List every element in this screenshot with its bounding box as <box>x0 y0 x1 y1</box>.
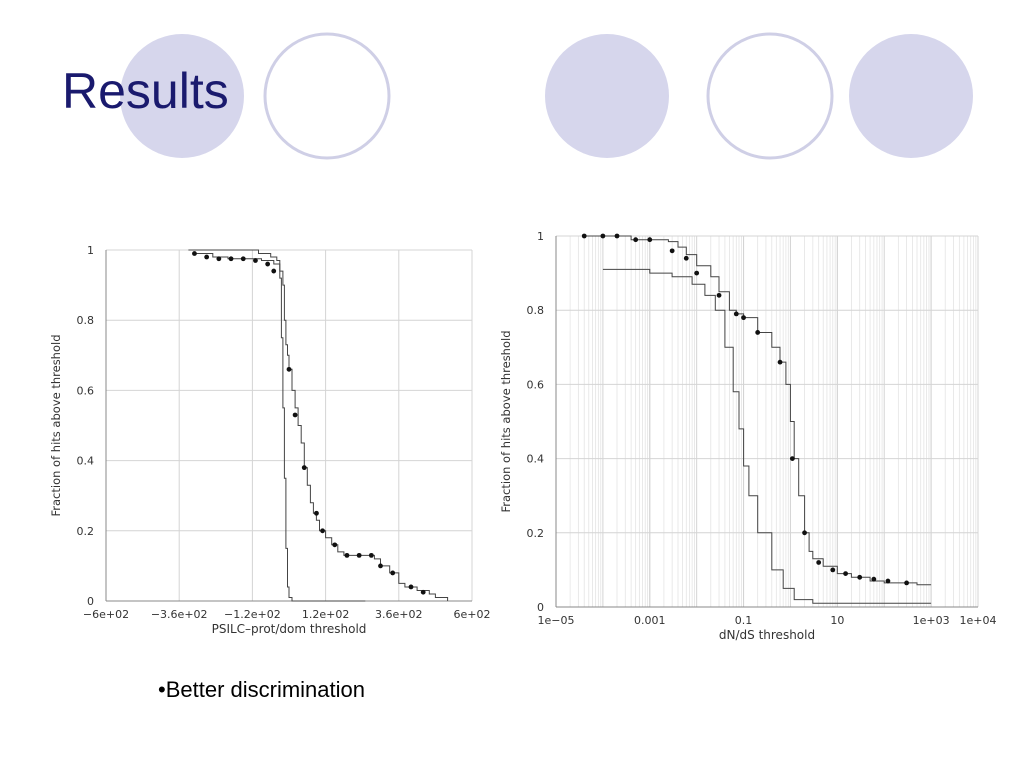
y-tick-label: 0.2 <box>77 525 95 538</box>
plot-area <box>556 236 978 607</box>
series-marker <box>669 248 675 254</box>
y-tick-label: 0.6 <box>77 384 95 397</box>
filled-circle <box>849 34 973 158</box>
y-tick-label: 0.4 <box>527 453 545 466</box>
y-tick-label: 0.2 <box>527 527 545 540</box>
series-marker <box>292 412 298 418</box>
series-marker <box>694 270 700 276</box>
series-marker <box>633 237 639 243</box>
series-line-plain <box>602 268 932 604</box>
series-marker <box>408 584 414 590</box>
filled-circle <box>545 34 669 158</box>
series-line-plain <box>188 249 366 602</box>
series-marker <box>228 256 234 262</box>
series-marker <box>716 292 722 298</box>
bullet-better-discrimination: •Better discrimination <box>158 677 366 702</box>
series-marker <box>420 589 426 595</box>
x-tick-label: 0.1 <box>735 614 753 627</box>
y-tick-label: 0.6 <box>527 378 545 391</box>
y-tick-label: 1 <box>537 230 544 243</box>
series-marker <box>843 571 848 577</box>
y-tick-label: 0 <box>87 595 94 608</box>
series-marker <box>320 528 325 534</box>
series-marker <box>647 237 653 243</box>
filled-circle <box>120 34 244 158</box>
left-chart: −6e+02 −3.6e+02 −1.2e+02 1.2e+02 3.6e+02 6e+0… <box>49 244 490 636</box>
series-marker <box>581 233 587 239</box>
slide-title: Results <box>62 63 229 119</box>
series-marker <box>265 261 271 267</box>
series-marker <box>857 574 863 580</box>
series-marker <box>733 311 739 317</box>
x-tick-label: 1.2e+02 <box>302 608 349 621</box>
series-marker <box>192 251 197 256</box>
series-line-dotted <box>584 235 932 586</box>
x-tick-label: 6e+02 <box>454 608 490 621</box>
series-marker <box>830 567 836 573</box>
y-axis-title: Fraction of hits above threshold <box>49 334 63 516</box>
series-marker <box>789 456 795 461</box>
series-marker <box>301 465 307 471</box>
series-marker <box>356 552 362 558</box>
x-tick-label: −1.2e+02 <box>224 608 281 621</box>
series-marker <box>802 530 807 536</box>
outline-circle <box>263 32 391 160</box>
series-marker <box>286 366 292 372</box>
series-marker <box>683 255 689 261</box>
series-marker <box>816 560 822 565</box>
series-marker <box>885 578 891 584</box>
series-marker <box>271 268 277 274</box>
series-marker <box>904 580 909 586</box>
x-tick-label: 3.6e+02 <box>375 608 422 621</box>
y-axis-title: Fraction of hits above threshold <box>499 330 513 512</box>
header-decoration <box>120 32 973 160</box>
x-tick-label: 1e+03 <box>913 614 950 627</box>
y-tick-label: 0.8 <box>77 314 95 327</box>
series-marker <box>216 256 222 262</box>
series-marker <box>777 359 783 365</box>
series-marker <box>614 233 620 239</box>
x-axis-title: PSILC–prot/dom threshold <box>212 622 367 636</box>
x-axis-title: dN/dS threshold <box>719 628 815 642</box>
y-tick-label: 0.8 <box>527 304 545 317</box>
x-tick-label: 1e+04 <box>960 614 997 627</box>
x-tick-label: 0.001 <box>634 614 666 627</box>
x-tick-label: 1e−05 <box>538 614 575 627</box>
y-tick-label: 1 <box>87 244 94 257</box>
series-marker <box>378 563 383 569</box>
series-marker <box>600 233 606 239</box>
series-marker <box>344 552 350 558</box>
outline-circle <box>706 32 834 160</box>
y-tick-label: 0 <box>537 601 544 614</box>
y-tick-label: 0.4 <box>77 455 95 468</box>
right-chart: 1e−05 0.001 0.1 10 1e+03 1e+04 0 0.2 0.4 0.6 0.8 1 d… <box>499 230 997 642</box>
series-marker <box>240 256 246 262</box>
x-tick-label: 10 <box>830 614 844 627</box>
series-marker <box>755 330 761 335</box>
plot-area <box>106 250 472 601</box>
series-marker <box>204 254 210 260</box>
x-tick-label: −6e+02 <box>83 608 129 621</box>
series-marker <box>314 510 319 516</box>
series-marker <box>741 315 746 321</box>
x-tick-label: −3.6e+02 <box>151 608 208 621</box>
series-marker <box>332 542 338 548</box>
series-marker <box>368 552 374 558</box>
series-marker <box>390 570 396 576</box>
series-marker <box>871 576 877 582</box>
series-marker <box>253 258 258 263</box>
